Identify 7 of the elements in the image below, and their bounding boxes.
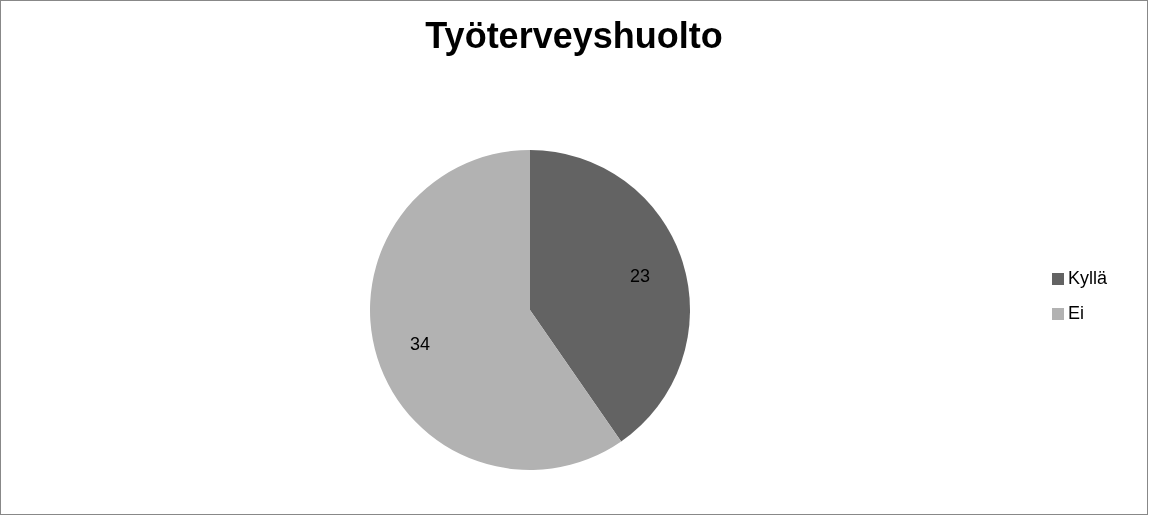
data-label: 34 [410,334,431,355]
data-label: 23 [629,265,650,286]
chart-title: Työterveyshuolto [424,15,724,57]
pie-slice [530,150,690,442]
pie-slice [370,150,622,470]
legend-label: Ei [1067,303,1084,324]
legend-label: Kyllä [1067,268,1107,289]
